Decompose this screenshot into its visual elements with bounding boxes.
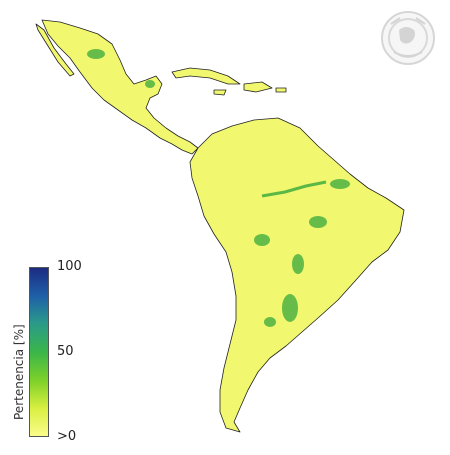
jamaica-landmass [213,89,227,96]
hotspot-chaco [264,317,276,327]
cuba-landmass [171,67,241,85]
legend-tick-max: 100 [57,259,82,274]
puerto-rico-landmass [275,87,287,93]
hotspot-amazon-mouth [330,179,350,189]
legend-colorbar [29,267,49,437]
south-america-landmass [189,117,405,433]
hispaniola-landmass [243,81,273,93]
hotspot-pantanal [292,254,304,274]
hotspot-amazon-river [261,180,327,198]
hotspot-parana [282,294,298,322]
legend-tick-mid: 50 [57,344,74,359]
hotspot-yucatan [145,80,155,88]
hotspot-layer [87,49,350,327]
legend-tick-min: >0 [57,429,77,444]
institution-seal-icon [381,11,435,65]
hotspot-central-brazil [309,216,327,228]
hotspot-central-mexico [87,49,105,59]
legend-title: Pertenencia [%] [12,324,26,420]
baja-california-landmass [35,23,75,77]
hotspot-western-amazon [254,234,270,246]
colorbar-gradient [29,267,49,437]
mexico-central-america-landmass [41,19,199,155]
